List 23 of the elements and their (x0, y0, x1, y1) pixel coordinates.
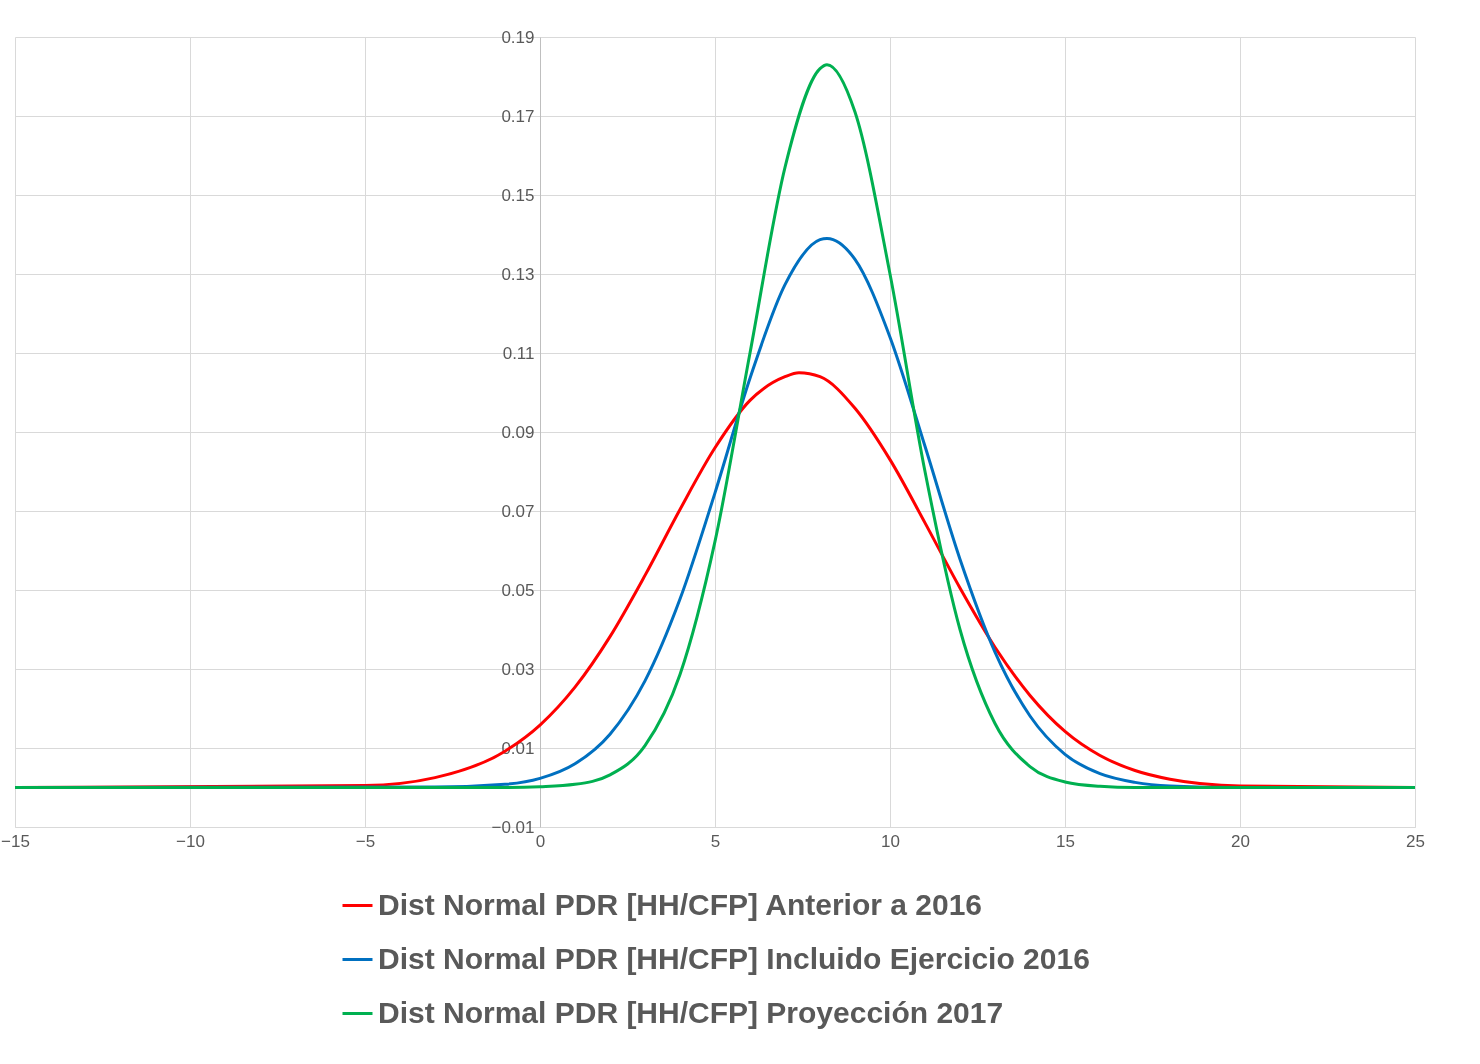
x-tick-label: −15 (1, 831, 30, 851)
y-tick-label: 0.05 (501, 580, 535, 600)
legend-label: Dist Normal PDR [HH/CFP] Incluido Ejercicio 2016 (378, 941, 1090, 975)
y-tick-label: 0.19 (501, 27, 535, 47)
x-tick-label: 15 (1056, 831, 1075, 851)
x-tick-label: −5 (355, 831, 376, 851)
x-tick-label: 5 (710, 831, 721, 851)
x-tick-label: −10 (176, 831, 205, 851)
y-tick-label: 0.15 (501, 185, 535, 205)
x-tick-label: 0 (535, 831, 546, 851)
y-tick-label: 0.11 (502, 343, 535, 363)
x-tick-label: 10 (881, 831, 900, 851)
y-tick-label: 0.09 (501, 422, 535, 442)
x-tick-label: 20 (1231, 831, 1250, 851)
y-tick-label: −0.01 (491, 817, 535, 837)
y-tick-label: 0.07 (501, 501, 535, 521)
y-tick-label: 0.03 (501, 659, 535, 679)
y-tick-label: 0.17 (501, 106, 535, 126)
legend-label: Dist Normal PDR [HH/CFP] Anterior a 2016 (378, 887, 983, 921)
x-tick-label: 25 (1406, 831, 1425, 851)
y-tick-label: 0.13 (501, 264, 535, 284)
legend-label: Dist Normal PDR [HH/CFP] Proyección 2017 (378, 995, 1004, 1029)
line-series (15, 63, 1415, 789)
